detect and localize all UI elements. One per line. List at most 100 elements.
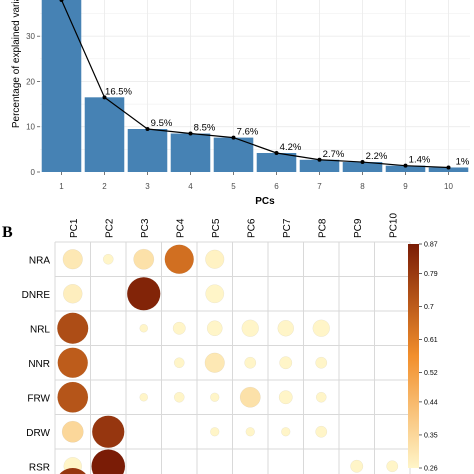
bar-pc7 — [299, 159, 340, 172]
x-tick-label: 10 — [444, 182, 453, 191]
bar-pc10 — [428, 167, 469, 172]
point-pc2 — [102, 95, 107, 100]
circle-NRL-PC3 — [139, 323, 149, 333]
circle-NRL-PC6 — [241, 319, 259, 337]
colorbar-tick-label: 0.35 — [424, 432, 438, 439]
circle-partial-next-row — [59, 468, 86, 474]
colorbar-tick-label: 0.52 — [424, 370, 438, 377]
bar-pc9 — [385, 165, 426, 172]
row-label: DNRE — [22, 290, 51, 301]
x-tick-label: 1 — [59, 182, 64, 191]
value-label: 7.6% — [237, 127, 259, 138]
bar-pc1 — [41, 0, 82, 172]
point-pc10 — [446, 165, 451, 170]
circle-FRW-PC6 — [239, 386, 261, 408]
circle-FRW-PC5 — [210, 392, 220, 402]
circle-NRA-PC3 — [133, 248, 155, 270]
circle-NNR-PC5 — [204, 352, 225, 373]
y-tick-label: 0 — [31, 168, 36, 177]
bar-pc3 — [127, 129, 168, 172]
correlation-circles — [57, 244, 399, 474]
y-tick-label: 20 — [26, 77, 35, 86]
row-label: DRW — [26, 428, 50, 439]
circle-DNRE-PC1 — [62, 283, 83, 304]
circle-DRW-PC8 — [315, 425, 328, 438]
column-labels: PC1 PC2 PC3 PC4 PC5 PC6 PC7 PC8 PC9 PC10 — [69, 213, 400, 238]
value-label: 2.7% — [323, 149, 345, 160]
x-tick-label: 3 — [145, 182, 150, 191]
point-pc8 — [360, 160, 365, 165]
bar-pc5 — [213, 137, 254, 172]
circle-RSR-PC9 — [350, 459, 364, 473]
circle-NRL-PC8 — [312, 319, 330, 337]
circle-FRW-PC4 — [173, 391, 185, 403]
column-label: PC5 — [211, 218, 222, 238]
scree-points — [59, 0, 451, 170]
column-label: PC1 — [69, 218, 80, 238]
point-pc4 — [188, 131, 193, 136]
colorbar-tick-label: 0.7 — [424, 304, 434, 311]
column-label: PC7 — [282, 218, 293, 238]
row-label: NNR — [28, 359, 50, 370]
circle-DRW-PC6 — [245, 427, 255, 437]
point-pc7 — [317, 157, 322, 162]
value-label: 1% — [456, 156, 470, 167]
column-label: PC6 — [246, 218, 257, 238]
value-label: 4.2% — [280, 142, 302, 153]
circle-DNRE-PC3 — [126, 276, 161, 311]
bar-pc2 — [84, 97, 125, 172]
x-tick-label: 9 — [403, 182, 408, 191]
circle-DRW-PC7 — [281, 427, 291, 437]
circle-FRW-PC7 — [278, 390, 293, 405]
x-tick-label: 6 — [274, 182, 279, 191]
correlation-plot: B PC1 PC2 PC3 PC4 PC5 PC6 PC7 PC8 PC9 PC10 NRA DNR… — [2, 213, 438, 474]
y-axis-ticks: 0 10 20 30 — [26, 32, 40, 177]
circle-DRW-PC5 — [210, 427, 220, 437]
circle-NRL-PC7 — [277, 319, 295, 337]
x-tick-label: 8 — [360, 182, 365, 191]
circle-DNRE-PC5 — [205, 284, 225, 304]
colorbar-tick-label: 0.44 — [424, 399, 438, 406]
column-label: PC3 — [140, 218, 151, 238]
value-label: 8.5% — [194, 123, 216, 134]
colorbar — [408, 244, 419, 468]
row-label: NRA — [29, 255, 50, 266]
circle-NNR-PC4 — [173, 357, 185, 369]
circle-DRW-PC2 — [91, 415, 125, 449]
point-pc9 — [403, 163, 408, 168]
bar-pc6 — [256, 152, 297, 172]
colorbar-tick-label: 0.61 — [424, 337, 438, 344]
x-tick-label: 2 — [102, 182, 107, 191]
scree-plot: 16.5% 9.5% 8.5% 7.6% 4.2% 2.7% 2.2% 1.4% 1% 0 10 2… — [11, 0, 470, 207]
x-axis-title: PCs — [255, 196, 275, 207]
value-label: 2.2% — [366, 151, 388, 162]
column-label: PC8 — [317, 218, 328, 238]
row-label: RSR — [29, 462, 50, 473]
circle-NNR-PC8 — [315, 356, 328, 369]
circle-NRL-PC4 — [172, 321, 186, 335]
point-pc6 — [274, 150, 279, 155]
column-label: PC2 — [104, 218, 115, 238]
row-labels: NRA DNRE NRL NNR FRW DRW RSR — [22, 255, 51, 473]
circle-NRA-PC2 — [102, 253, 114, 265]
bar-pc8 — [342, 162, 383, 172]
circle-DRW-PC1 — [61, 420, 84, 443]
x-axis-ticks: 1 2 3 4 5 6 7 8 9 10 — [59, 172, 453, 191]
value-label: 16.5% — [105, 86, 132, 97]
panel-label: B — [2, 224, 13, 241]
point-pc5 — [231, 135, 236, 140]
circle-NRA-PC5 — [205, 249, 225, 269]
y-tick-label: 10 — [26, 123, 35, 132]
column-label: PC10 — [388, 213, 399, 238]
colorbar-tick-label: 0.79 — [424, 271, 438, 278]
column-label: PC4 — [175, 218, 186, 238]
colorbar-tick-label: 0.26 — [424, 466, 438, 473]
circle-NNR-PC1 — [57, 347, 89, 379]
y-axis-title: Percentage of explained varia — [11, 0, 22, 128]
row-label: FRW — [27, 393, 50, 404]
circle-RSR-PC2 — [91, 449, 126, 474]
circle-NRL-PC1 — [57, 312, 89, 344]
x-tick-label: 4 — [188, 182, 193, 191]
circle-NNR-PC7 — [279, 356, 293, 370]
x-tick-label: 7 — [317, 182, 322, 191]
